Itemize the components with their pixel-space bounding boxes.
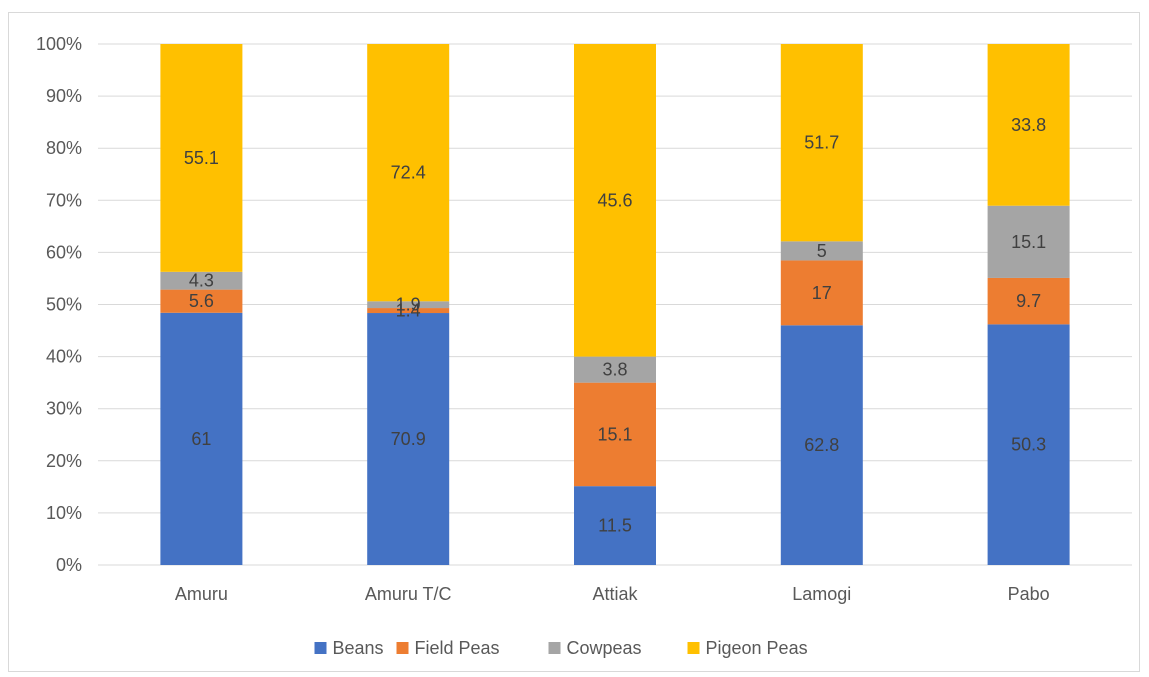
y-tick-label: 100%: [36, 34, 82, 54]
bar-segment: [367, 313, 450, 565]
data-label: 45.6: [597, 190, 632, 210]
bar-segment: [160, 312, 243, 565]
y-tick-label: 90%: [46, 86, 82, 106]
bar-segment: [160, 289, 243, 313]
data-label: 15.1: [1011, 232, 1046, 252]
data-label: 5.6: [189, 291, 214, 311]
legend-swatch: [396, 642, 409, 654]
bar-segment: [367, 44, 450, 302]
data-label: 15.1: [597, 424, 632, 444]
x-tick-label: Amuru: [175, 584, 228, 604]
data-label: 1.4: [396, 301, 421, 321]
y-tick-label: 50%: [46, 295, 82, 315]
bar-segment: [987, 205, 1070, 278]
y-tick-label: 70%: [46, 190, 82, 210]
bar-segment: [780, 325, 863, 565]
y-tick-label: 0%: [56, 555, 82, 575]
x-tick-label: Attiak: [592, 584, 638, 604]
data-label: 51.7: [804, 133, 839, 153]
legend-swatch: [687, 642, 700, 654]
x-axis-ticks: Amuru Amuru T/C Attiak Lamogi Pabo: [175, 584, 1050, 604]
bar-segment: [574, 356, 656, 383]
x-tick-label: Pabo: [1008, 584, 1050, 604]
data-label: 72.4: [391, 163, 426, 183]
y-tick-label: 60%: [46, 242, 82, 262]
legend-item: Field Peas: [415, 638, 500, 658]
y-tick-label: 20%: [46, 451, 82, 471]
bar-segment: [160, 271, 243, 290]
data-label: 33.8: [1011, 115, 1046, 135]
legend-item: Pigeon Peas: [706, 638, 808, 658]
bar-segment: [780, 44, 863, 242]
bar-segment: [987, 44, 1070, 206]
y-axis-ticks: 0% 10% 20% 30% 40% 50% 60% 70% 80% 90% 100%: [36, 34, 82, 575]
y-tick-label: 10%: [46, 503, 82, 523]
bar-segment: [780, 241, 863, 261]
data-label: 70.9: [391, 429, 426, 449]
y-tick-label: 40%: [46, 347, 82, 367]
bar-segment: [367, 301, 450, 309]
legend: Beans Field Peas Cowpeas Pigeon Peas: [314, 638, 808, 658]
bar-segment: [574, 382, 656, 487]
bar-segment: [367, 308, 450, 314]
x-tick-label: Lamogi: [792, 584, 851, 604]
data-label: 11.5: [598, 516, 632, 536]
bars: [160, 44, 1070, 565]
data-labels: 61 5.64.3 55.1 70.9 1.41.9 72.4 11.5 15.1 3.8 45.…: [184, 115, 1046, 536]
bar-segment: [780, 260, 863, 326]
bar-segment: [574, 486, 656, 565]
data-label: 50.3: [1011, 435, 1046, 455]
data-label: 55.1: [184, 148, 219, 168]
data-label: 62.8: [804, 435, 839, 455]
bar-segment: [574, 44, 656, 357]
data-label: 4.3: [189, 271, 214, 291]
bar-segment: [987, 324, 1070, 565]
bar-segment: [160, 44, 243, 272]
data-label: 9.7: [1016, 291, 1041, 311]
data-label: 61: [191, 429, 211, 449]
y-tick-label: 80%: [46, 138, 82, 158]
legend-swatch: [314, 642, 327, 654]
data-label: 5: [817, 241, 827, 261]
legend-item: Beans: [333, 638, 384, 658]
x-tick-label: Amuru T/C: [365, 584, 452, 604]
data-label: 17: [812, 283, 832, 303]
bar-segment: [987, 277, 1070, 325]
data-label: 1.9: [396, 295, 421, 315]
data-label: 3.8: [602, 360, 627, 380]
legend-swatch: [548, 642, 561, 654]
legend-item: Cowpeas: [567, 638, 642, 658]
y-tick-label: 30%: [46, 399, 82, 419]
